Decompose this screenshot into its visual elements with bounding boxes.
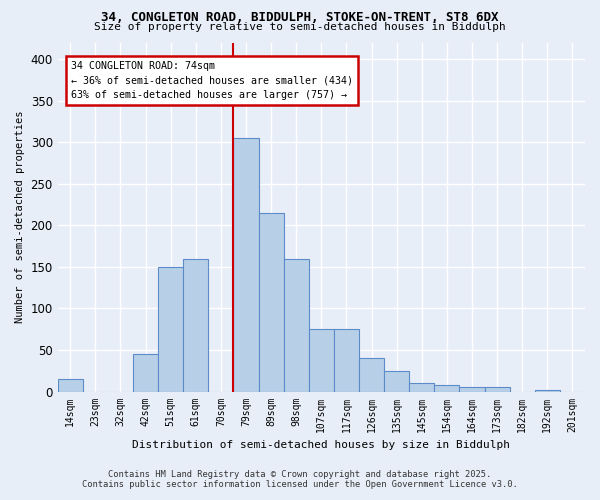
- Bar: [359, 358, 384, 392]
- Bar: [334, 329, 359, 392]
- Bar: [259, 213, 284, 392]
- Bar: [460, 386, 485, 392]
- Bar: [183, 258, 208, 392]
- Bar: [58, 379, 83, 392]
- Bar: [434, 385, 460, 392]
- Y-axis label: Number of semi-detached properties: Number of semi-detached properties: [15, 111, 25, 324]
- Text: Contains HM Land Registry data © Crown copyright and database right 2025.
Contai: Contains HM Land Registry data © Crown c…: [82, 470, 518, 489]
- Bar: [485, 386, 509, 392]
- Bar: [535, 390, 560, 392]
- Bar: [384, 371, 409, 392]
- Text: 34, CONGLETON ROAD, BIDDULPH, STOKE-ON-TRENT, ST8 6DX: 34, CONGLETON ROAD, BIDDULPH, STOKE-ON-T…: [101, 11, 499, 24]
- Bar: [284, 258, 309, 392]
- X-axis label: Distribution of semi-detached houses by size in Biddulph: Distribution of semi-detached houses by …: [133, 440, 511, 450]
- Bar: [158, 267, 183, 392]
- Bar: [409, 383, 434, 392]
- Bar: [309, 329, 334, 392]
- Bar: [133, 354, 158, 392]
- Bar: [233, 138, 259, 392]
- Text: Size of property relative to semi-detached houses in Biddulph: Size of property relative to semi-detach…: [94, 22, 506, 32]
- Text: 34 CONGLETON ROAD: 74sqm
← 36% of semi-detached houses are smaller (434)
63% of : 34 CONGLETON ROAD: 74sqm ← 36% of semi-d…: [71, 61, 353, 100]
